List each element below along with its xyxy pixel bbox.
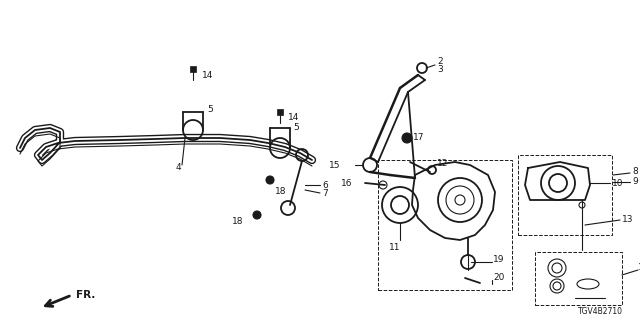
Text: 16: 16	[340, 179, 352, 188]
Text: 14: 14	[202, 70, 213, 79]
Text: 7: 7	[322, 188, 328, 197]
Text: 8: 8	[632, 167, 637, 177]
Text: 6: 6	[322, 180, 328, 189]
Text: 5: 5	[207, 106, 212, 115]
Circle shape	[253, 211, 261, 219]
Text: 1: 1	[638, 263, 640, 273]
Bar	[378, 160, 512, 290]
Text: 18: 18	[232, 218, 243, 227]
Bar	[190, 66, 196, 72]
Text: 9: 9	[632, 177, 637, 186]
Text: 4: 4	[175, 164, 181, 172]
Text: 10: 10	[612, 179, 623, 188]
Text: 12: 12	[437, 158, 449, 167]
Text: 11: 11	[389, 244, 401, 252]
Text: 5: 5	[293, 124, 299, 132]
Text: TGV4B2710: TGV4B2710	[577, 307, 623, 316]
Circle shape	[402, 133, 412, 143]
Text: 13: 13	[622, 214, 634, 223]
Bar	[277, 109, 283, 115]
Bar	[535, 252, 622, 305]
Text: 18: 18	[275, 188, 287, 196]
Text: FR.: FR.	[76, 290, 95, 300]
Text: 17: 17	[413, 133, 424, 142]
Text: 2: 2	[437, 58, 443, 67]
Text: 14: 14	[288, 114, 300, 123]
Bar	[518, 155, 612, 235]
Text: 20: 20	[493, 274, 504, 283]
Text: 15: 15	[328, 161, 340, 170]
Text: 19: 19	[493, 255, 504, 265]
Text: 3: 3	[437, 66, 443, 75]
Circle shape	[266, 176, 274, 184]
